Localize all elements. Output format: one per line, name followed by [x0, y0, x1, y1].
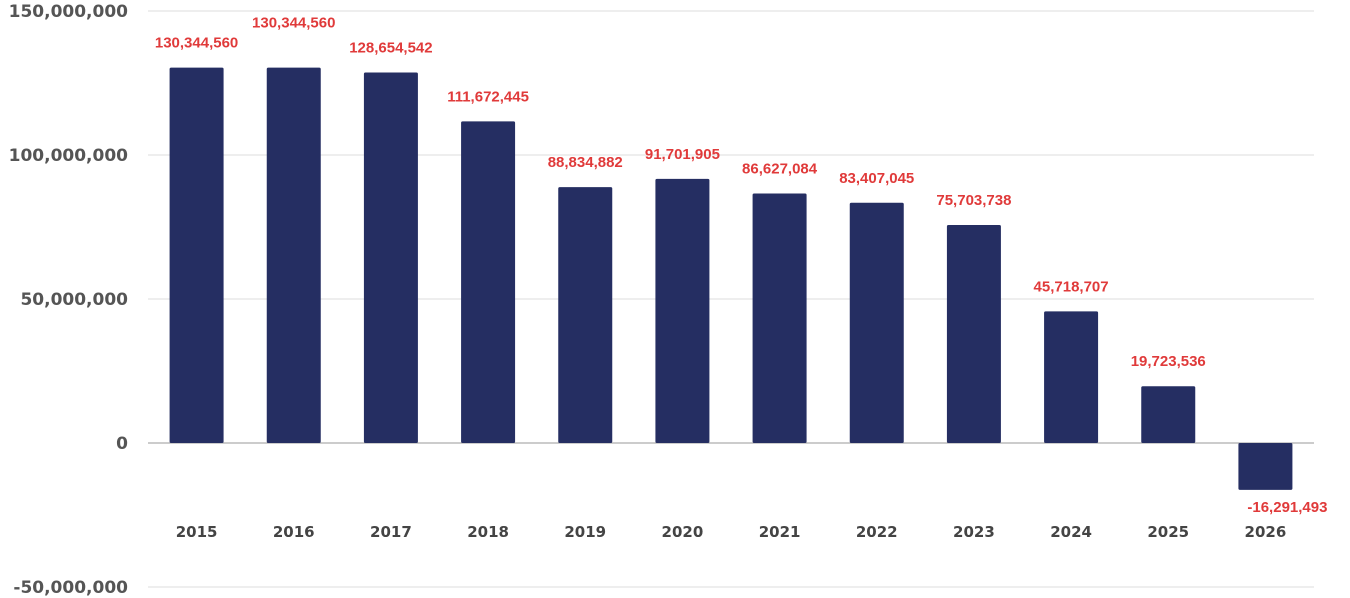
data-label: 83,407,045: [839, 170, 914, 187]
data-label: 128,654,542: [349, 39, 432, 56]
x-tick-label: 2026: [1245, 523, 1287, 541]
x-tick-label: 2020: [662, 523, 704, 541]
x-tick-label: 2025: [1147, 523, 1189, 541]
bar-2024: [1044, 311, 1099, 443]
x-tick-label: 2018: [467, 523, 509, 541]
data-label: 91,701,905: [645, 146, 720, 163]
y-tick-label: 0: [116, 434, 128, 454]
data-label: 88,834,882: [548, 154, 623, 171]
y-tick-label: -50,000,000: [13, 578, 128, 598]
bar-2019: [558, 187, 613, 443]
y-tick-label: 150,000,000: [9, 2, 129, 22]
x-tick-label: 2017: [370, 523, 412, 541]
bar-2026: [1238, 443, 1293, 490]
x-tick-label: 2016: [273, 523, 315, 541]
gridlines: [148, 10, 1314, 588]
x-tick-label: 2021: [759, 523, 801, 541]
x-axis-tick-labels: 2015 2016 2017 2018 2019 2020 2021 2022 2023 2024…: [176, 523, 1287, 541]
data-label: 130,344,560: [252, 15, 335, 32]
data-label: 75,703,738: [936, 192, 1011, 209]
bar-2016: [266, 67, 321, 443]
data-label: 130,344,560: [155, 35, 238, 52]
data-labels: 130,344,560 130,344,560 128,654,542 111,672…: [155, 15, 1328, 516]
bar-2023: [946, 224, 1001, 443]
bar-2025: [1141, 386, 1196, 443]
bar-2021: [752, 193, 807, 443]
data-label: 19,723,536: [1131, 353, 1206, 370]
x-tick-label: 2015: [176, 523, 218, 541]
x-tick-label: 2023: [953, 523, 995, 541]
data-label: -16,291,493: [1247, 499, 1327, 516]
data-label: 45,718,707: [1034, 278, 1109, 295]
x-tick-label: 2019: [564, 523, 606, 541]
bars: [169, 67, 1293, 490]
y-tick-label: 100,000,000: [9, 146, 129, 166]
bar-2022: [849, 202, 904, 443]
x-tick-label: 2022: [856, 523, 898, 541]
bar-2018: [461, 121, 516, 443]
bar-2015: [169, 67, 224, 443]
data-label: 111,672,445: [447, 88, 529, 105]
y-tick-label: 50,000,000: [20, 290, 128, 310]
data-label: 86,627,084: [742, 161, 818, 178]
y-axis-tick-labels: 150,000,000 100,000,000 50,000,000 0 -50,000…: [9, 2, 129, 598]
bar-2020: [655, 178, 710, 444]
bar-2017: [363, 72, 418, 444]
x-tick-label: 2024: [1050, 523, 1092, 541]
